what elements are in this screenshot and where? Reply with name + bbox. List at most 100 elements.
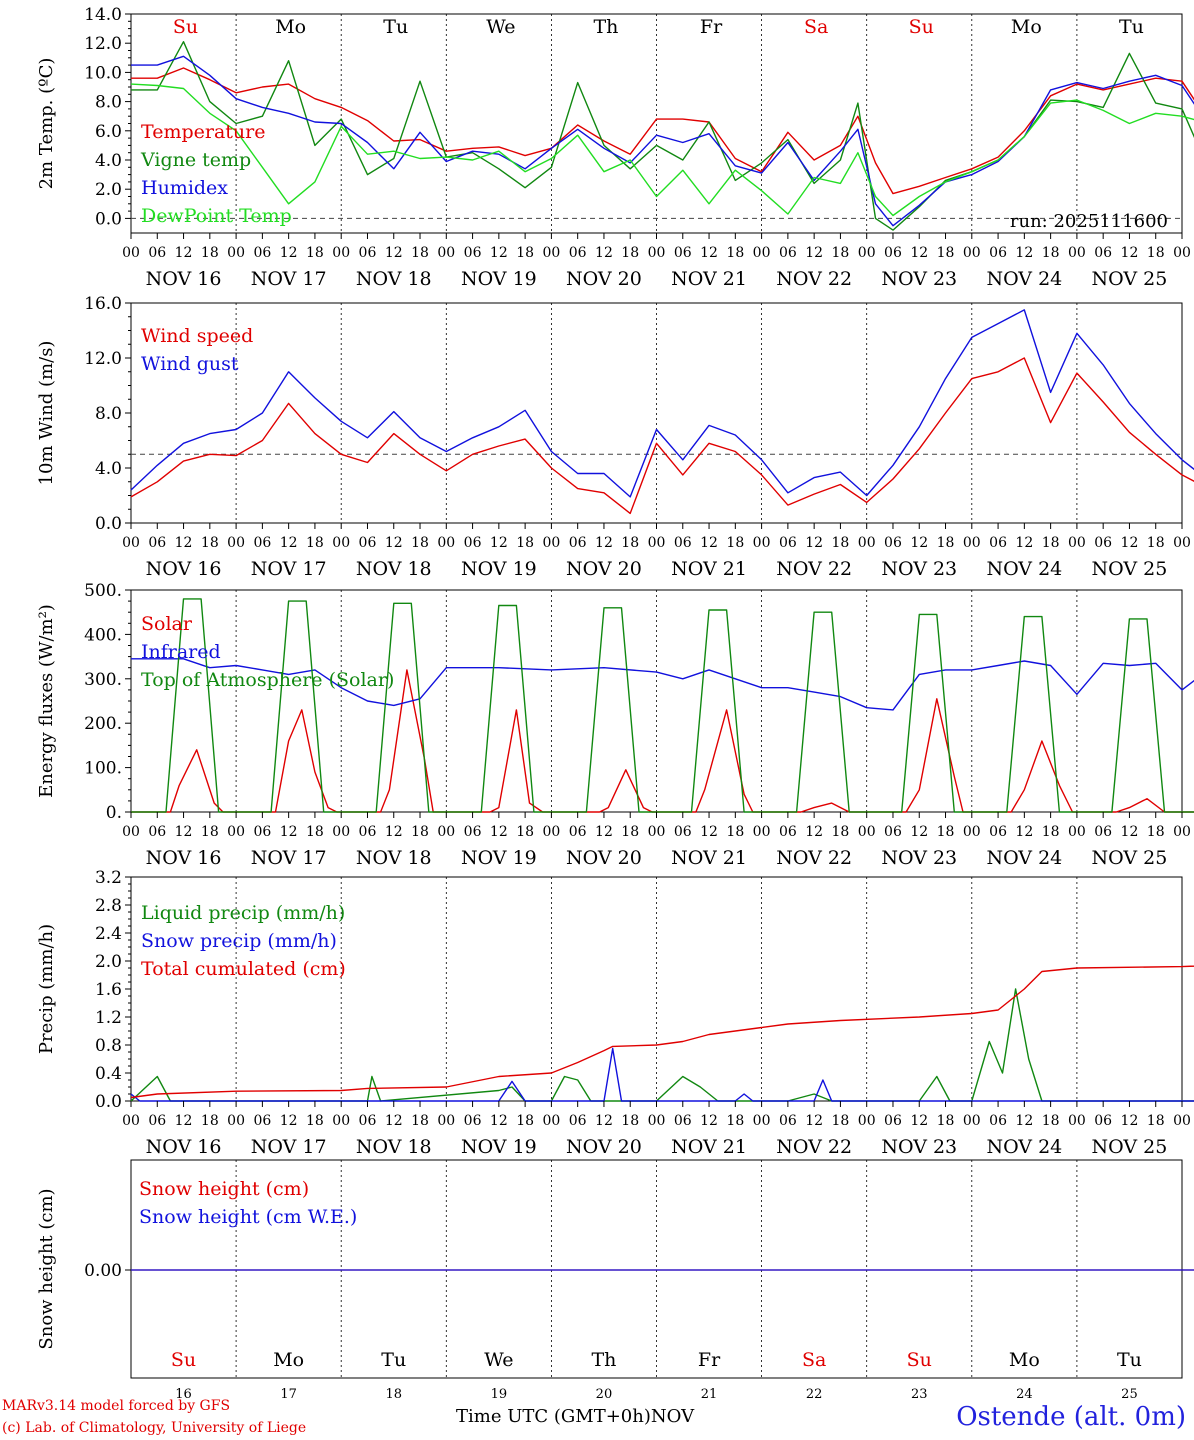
- x-tick-label: 06: [779, 1113, 797, 1129]
- day-number-label: 16: [175, 1387, 192, 1402]
- x-tick-label: 18: [411, 1113, 429, 1129]
- x-tick-label: 18: [1042, 535, 1060, 551]
- y-axis-label: 10m Wind (m/s): [36, 341, 57, 486]
- date-label: NOV 17: [251, 1136, 327, 1158]
- y-tick-label: 10.0: [84, 63, 122, 83]
- y-tick-label: 1.2: [95, 1008, 122, 1028]
- y-tick-label: 12.0: [84, 349, 122, 369]
- x-tick-label: 18: [726, 535, 744, 551]
- x-tick-label: 12: [280, 824, 298, 840]
- x-tick-label: 12: [175, 1113, 193, 1129]
- x-tick-label: 00: [648, 1113, 666, 1129]
- legend-entry: Wind gust: [141, 353, 239, 375]
- x-tick-label: 00: [332, 245, 350, 261]
- x-tick-label: 12: [385, 824, 403, 840]
- x-tick-label: 00: [1173, 245, 1191, 261]
- weekday-label-top: Mo: [1011, 16, 1042, 38]
- date-label: NOV 18: [356, 558, 432, 580]
- x-tick-label: 06: [253, 824, 271, 840]
- x-tick-label: 12: [1121, 535, 1139, 551]
- date-label: NOV 16: [146, 268, 222, 290]
- series-line: [130, 83, 1194, 217]
- x-tick-label: 00: [648, 245, 666, 261]
- series-line: [131, 67, 1194, 195]
- month-label: NOV: [650, 1406, 695, 1427]
- day-number-label: 19: [491, 1387, 508, 1402]
- x-tick-label: 06: [674, 1113, 692, 1129]
- x-tick-label: 18: [201, 824, 219, 840]
- day-number-label: 25: [1121, 1387, 1138, 1402]
- weekday-label-bottom: Mo: [273, 1349, 304, 1371]
- panel-3: 0. 100. 200. 300. 400. 500. Energy fluxes (W/m…: [36, 581, 1194, 869]
- x-tick-label: 06: [464, 824, 482, 840]
- y-tick-label: 0.0: [95, 514, 122, 534]
- x-tick-label: 06: [779, 535, 797, 551]
- x-tick-label: 12: [490, 535, 508, 551]
- x-tick-label: 00: [753, 824, 771, 840]
- weekday-label-top: Tu: [383, 16, 408, 38]
- legend-entry: Snow height (cm): [139, 1178, 309, 1200]
- legend-entry: Wind speed: [141, 325, 253, 347]
- x-tick-label: 00: [227, 535, 245, 551]
- y-tick-label: 8.0: [95, 404, 122, 424]
- date-label: NOV 17: [251, 558, 327, 580]
- x-tick-label: 12: [1015, 824, 1033, 840]
- x-tick-label: 00: [858, 824, 876, 840]
- x-tick-label: 00: [858, 245, 876, 261]
- x-tick-label: 06: [674, 245, 692, 261]
- x-tick-label: 18: [937, 245, 955, 261]
- run-label: run: 2025111600: [1010, 211, 1168, 232]
- weekday-label-top: Mo: [275, 16, 306, 38]
- y-tick-label: 300.: [84, 670, 122, 690]
- date-label: NOV 21: [671, 268, 747, 290]
- x-tick-label: 12: [1015, 1113, 1033, 1129]
- x-tick-label: 00: [437, 824, 455, 840]
- series-line: [131, 41, 1194, 231]
- x-tick-label: 12: [805, 824, 823, 840]
- x-tick-label: 06: [1094, 1113, 1112, 1129]
- x-tick-label: 06: [779, 245, 797, 261]
- weekday-label-bottom: Su: [907, 1349, 932, 1371]
- day-number-label: 21: [701, 1387, 718, 1402]
- y-tick-label: 2.0: [95, 952, 122, 972]
- series-line: [130, 357, 1194, 515]
- series-line: [130, 988, 1194, 1102]
- y-tick-label: 8.0: [95, 93, 122, 113]
- date-label: NOV 17: [251, 268, 327, 290]
- legend-entry: DewPoint Temp: [141, 205, 292, 227]
- weekday-label-top: Fr: [700, 16, 723, 38]
- series-line: [131, 658, 1194, 711]
- x-tick-label: 06: [779, 824, 797, 840]
- x-tick-label: 00: [542, 1113, 560, 1129]
- x-tick-label: 00: [753, 245, 771, 261]
- x-tick-label: 12: [805, 535, 823, 551]
- x-tick-label: 12: [280, 1113, 298, 1129]
- y-tick-label: 2.0: [95, 180, 122, 200]
- x-tick-label: 18: [937, 824, 955, 840]
- y-tick-label: 0.: [106, 803, 122, 823]
- x-tick-label: 00: [753, 1113, 771, 1129]
- x-tick-label: 06: [148, 245, 166, 261]
- weekday-label-bottom: Sa: [802, 1349, 826, 1371]
- x-tick-label: 00: [542, 535, 560, 551]
- y-tick-label: 12.0: [84, 34, 122, 54]
- x-tick-label: 12: [595, 1113, 613, 1129]
- date-label: NOV 16: [146, 1136, 222, 1158]
- x-tick-label: 00: [1173, 535, 1191, 551]
- day-number-label: 24: [1016, 1387, 1033, 1402]
- date-label: NOV 20: [566, 1136, 642, 1158]
- model-credit: MARv3.14 model forced by GFS: [2, 1398, 231, 1414]
- x-tick-label: 00: [1173, 1113, 1191, 1129]
- y-tick-label: 0.0: [95, 209, 122, 229]
- x-tick-label: 12: [1121, 245, 1139, 261]
- x-tick-label: 00: [332, 824, 350, 840]
- x-tick-label: 12: [385, 535, 403, 551]
- x-tick-label: 00: [963, 245, 981, 261]
- x-tick-label: 06: [359, 824, 377, 840]
- date-label: NOV 22: [776, 847, 852, 869]
- x-tick-label: 18: [832, 824, 850, 840]
- x-tick-label: 06: [359, 535, 377, 551]
- date-label: NOV 17: [251, 847, 327, 869]
- x-tick-label: 06: [464, 1113, 482, 1129]
- legend-entry: Humidex: [141, 177, 228, 199]
